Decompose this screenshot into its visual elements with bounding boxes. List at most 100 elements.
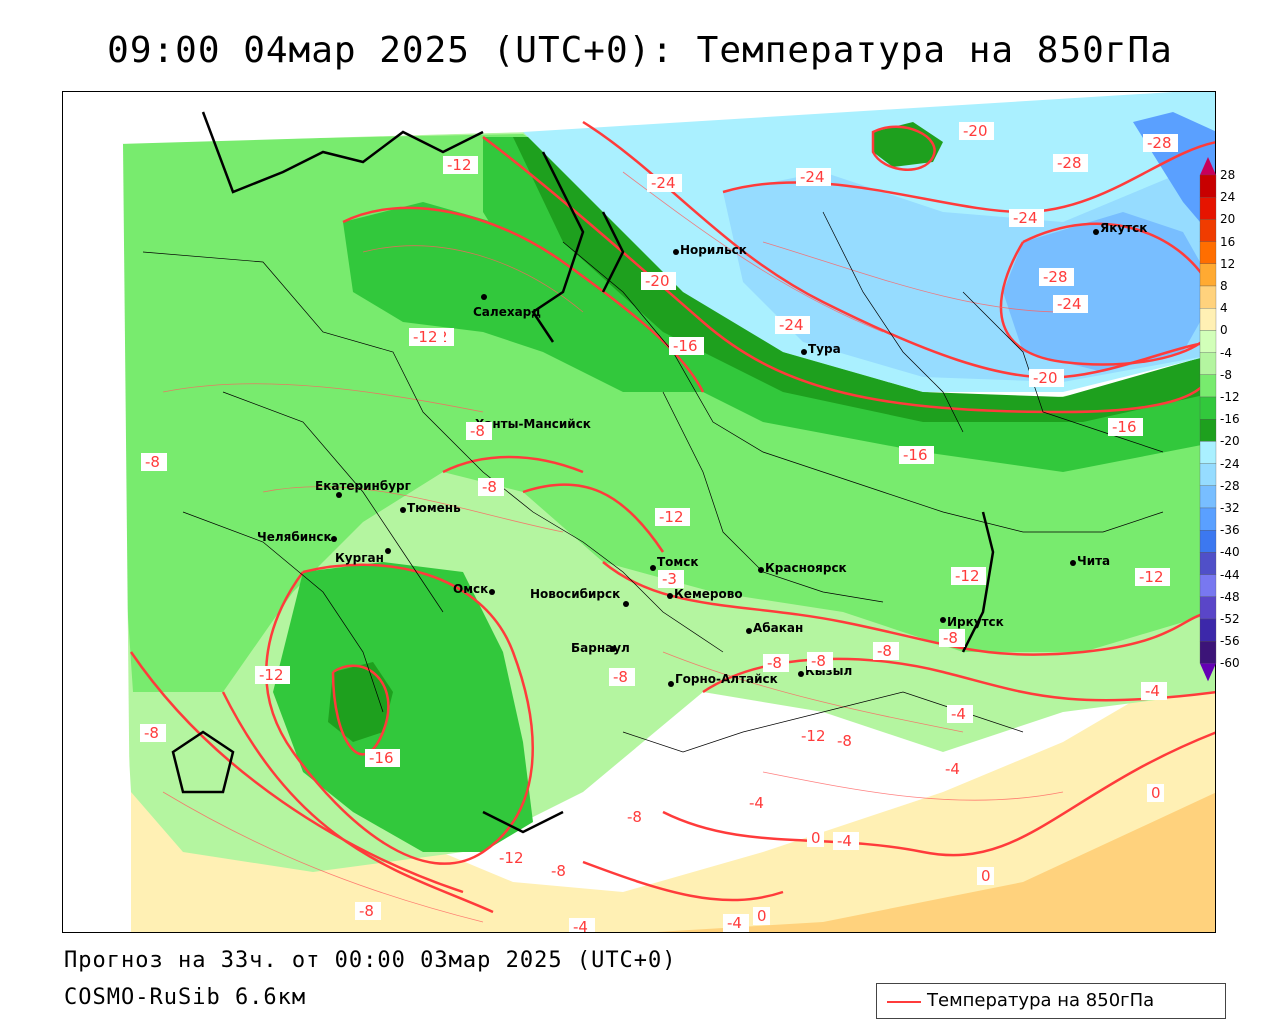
- isotherm-label: -4: [573, 918, 588, 933]
- temperature-map: Салехард Норильск Якутск Тура Ханты-Манс…: [63, 92, 1215, 933]
- isotherm-label-box: [775, 316, 810, 334]
- isotherm-label-box: [1147, 784, 1164, 802]
- legend-line-swatch: [887, 1001, 921, 1003]
- colorbar-tick-label: 24: [1220, 190, 1236, 205]
- isotherm-label: -24: [651, 174, 676, 192]
- isotherm-label-box: [365, 749, 400, 767]
- map-area[interactable]: Салехард Норильск Якутск Тура Ханты-Манс…: [62, 91, 1216, 933]
- isotherm-label-box: [833, 732, 859, 750]
- isotherm-label: -12: [1139, 568, 1164, 586]
- isotherm-label: -8: [613, 668, 628, 686]
- isotherm-label: -4: [945, 760, 960, 778]
- colorbar-tick-label: -24: [1220, 456, 1240, 471]
- colorbar-swatch: [1199, 285, 1217, 309]
- isotherm-label: -24: [800, 168, 825, 186]
- isotherm-label-box: [939, 629, 965, 647]
- minor-contours: [162, 171, 1064, 923]
- isotherm-label: -8: [811, 652, 826, 670]
- city-label-tura: Тура: [808, 342, 841, 356]
- isotherm-label-box: [655, 508, 690, 526]
- isotherm-label: -28: [1147, 134, 1172, 152]
- isotherm-label: -8: [145, 453, 160, 471]
- isotherm-label: -16: [369, 749, 394, 767]
- isotherm-label-box: [1135, 568, 1170, 586]
- colorbar-tick-label: 8: [1220, 279, 1228, 293]
- temperature-colorbar: 28 24 20 16 12 8 4 0 -4 -8 -12 -16 -20 -24 -28 -32 -36 -4…: [1198, 155, 1278, 695]
- isotherm-label-box: [466, 422, 492, 440]
- isotherm-label-box: [977, 867, 994, 885]
- isotherm-label: -8: [767, 654, 782, 672]
- isotherm-label: -8: [943, 629, 958, 647]
- colorbar-swatch: [1199, 263, 1217, 287]
- isotherm-label-box: [1009, 209, 1044, 227]
- isotherm-label: -16: [903, 446, 928, 464]
- isotherm-label-box: [745, 794, 771, 812]
- city-label-tomsk: Томск: [657, 555, 699, 569]
- isotherm-label: 0: [757, 907, 767, 925]
- city-label-gorno-altaysk: Горно-Алтайск: [675, 672, 778, 686]
- isotherm-label: -12: [499, 849, 524, 867]
- colorbar-tick-label: 20: [1220, 212, 1236, 227]
- isotherm-label-box: [951, 567, 986, 585]
- colorbar-swatch: [1199, 485, 1217, 509]
- map-title: 09:00 04мар 2025 (UTC+0): Температура на…: [107, 30, 1173, 71]
- isotherm-label-box: [355, 902, 381, 920]
- isotherm-label: -4: [749, 794, 764, 812]
- isotherm-label: -20: [963, 122, 988, 140]
- isotherm-label-box: [609, 668, 635, 686]
- isotherm-label-box: [647, 174, 682, 192]
- isotherm-label-box: [797, 727, 832, 745]
- colorbar-tick-label: -32: [1220, 501, 1240, 515]
- isotherm-label: -8: [470, 422, 485, 440]
- colorbar-swatch: [1199, 396, 1217, 420]
- city-label-salekhard: Салехард: [473, 305, 541, 319]
- colorbar-bottom-arrow: [1200, 663, 1216, 682]
- colorbar-swatch: [1199, 641, 1217, 664]
- isotherm-label: -20: [645, 272, 670, 290]
- colorbar-swatch: [1199, 330, 1217, 353]
- colorbar-tick-label: -48: [1220, 589, 1240, 604]
- colorbar-tick-label: -28: [1220, 478, 1240, 493]
- colorbar-tick-label: -8: [1220, 367, 1232, 382]
- isotherm-label-box: [1039, 268, 1074, 286]
- colorbar-swatch: [1199, 463, 1217, 486]
- colorbar-swatch: [1199, 241, 1217, 264]
- colorbar-tick-label: -40: [1220, 545, 1240, 560]
- isotherm-label: -12: [801, 727, 826, 745]
- city-label-yakutsk: Якутск: [1100, 221, 1147, 235]
- isotherm-label-box: [1141, 682, 1167, 700]
- colorbar-tick-label: 4: [1220, 301, 1228, 316]
- colorbar-swatch: [1199, 596, 1217, 620]
- city-label-krasnoyarsk: Красноярск: [765, 561, 847, 575]
- isotherm-label: -24: [1057, 295, 1082, 313]
- isotherm-label-box: [623, 808, 649, 826]
- isotherm-label: -12: [259, 666, 284, 684]
- isotherm-label-box: [255, 666, 290, 684]
- isotherm-label-box: [478, 478, 504, 496]
- field-dark-green-north: [343, 202, 703, 392]
- city-label-irkutsk: Иркутск: [947, 615, 1004, 629]
- isotherm-label: 0: [981, 867, 991, 885]
- isotherm-label: -28: [1043, 268, 1068, 286]
- field-cold-blob-southwest: [273, 562, 533, 852]
- isotherm-label: -24: [779, 316, 804, 334]
- city-label-ekaterinburg: Екатеринбург: [315, 479, 411, 493]
- colorbar-tick-label: -16: [1220, 412, 1240, 427]
- colorbar-swatch: [1199, 352, 1217, 375]
- legend-label: Температура на 850гПа: [927, 990, 1155, 1011]
- isotherm-label: -28: [1057, 154, 1082, 172]
- outside-domain-left: [63, 92, 131, 932]
- city-label-norilsk: Норильск: [680, 243, 747, 257]
- city-label-omsk: Омск: [453, 582, 488, 596]
- isotherm-label: -8: [627, 808, 642, 826]
- isotherm-label-box: [140, 724, 166, 742]
- field-coldest-yakutsk: [1003, 212, 1215, 372]
- isotherm-label-box: [495, 849, 530, 867]
- colorbar-tick-label: 12: [1220, 256, 1236, 271]
- colorbar-swatch: [1199, 552, 1217, 575]
- isotherm-label: -4: [837, 832, 852, 850]
- field-island-green: [873, 122, 943, 167]
- colorbar-tick-label: -52: [1220, 612, 1240, 626]
- colorbar-tick-label: -44: [1220, 567, 1240, 582]
- colorbar-tick-label: 28: [1220, 168, 1236, 182]
